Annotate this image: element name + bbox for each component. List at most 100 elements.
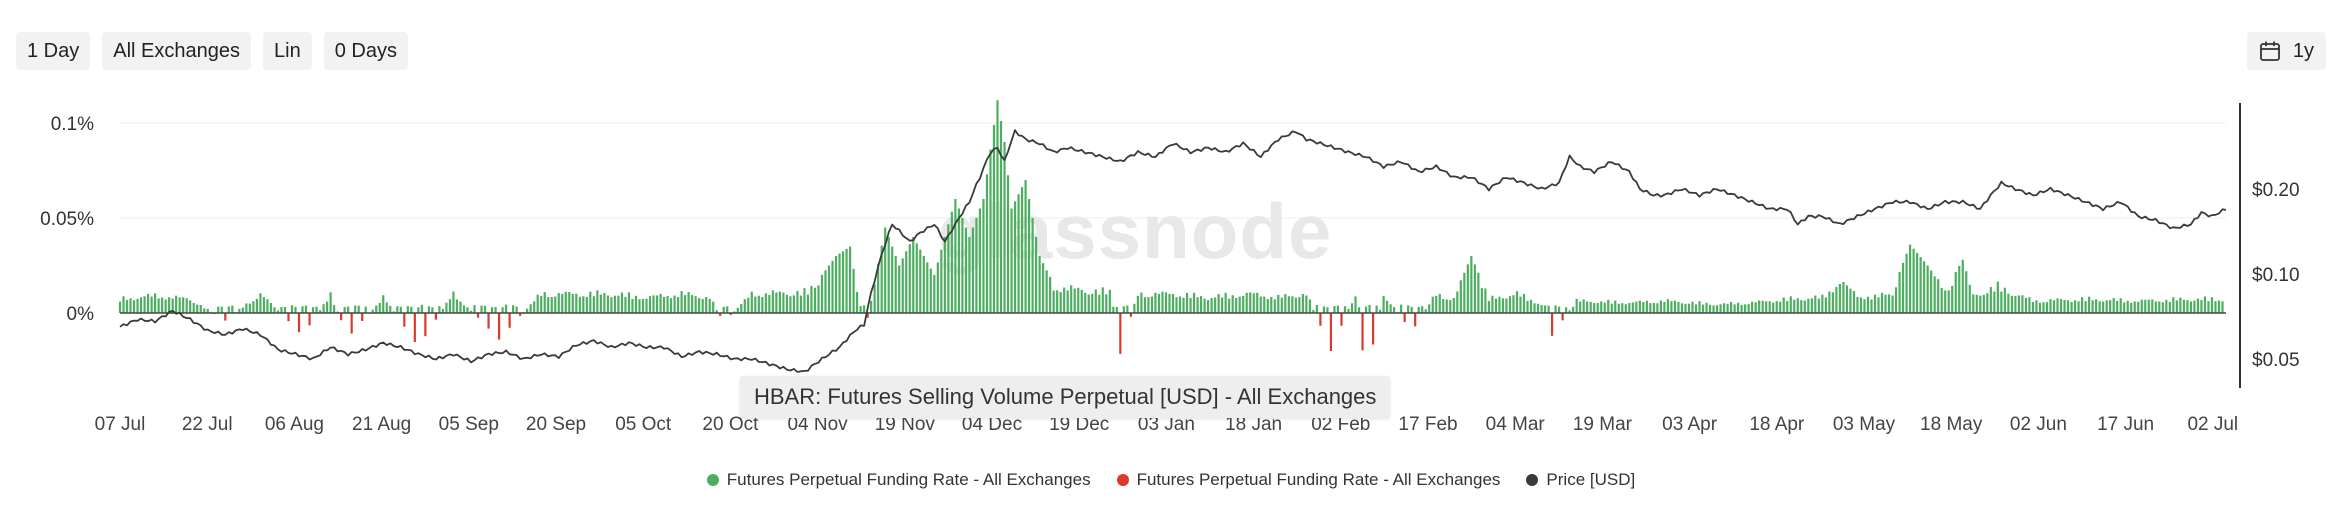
funding-bar-positive [2070, 301, 2073, 313]
funding-bar-positive [1203, 298, 1206, 313]
smoothing-button[interactable]: 0 Days [323, 32, 408, 70]
funding-bar-positive [2014, 295, 2017, 313]
funding-bar-positive [1600, 301, 1603, 313]
funding-bar-positive [961, 218, 964, 313]
x-tick-label: 20 Sep [526, 414, 586, 435]
funding-bar-positive [2007, 293, 2010, 313]
x-tick-label: 20 Oct [702, 414, 759, 435]
legend-item-funding-negative[interactable]: Futures Perpetual Funding Rate - All Exc… [1116, 470, 1501, 490]
funding-bar-positive [1965, 271, 1968, 313]
funding-bar-negative [350, 313, 353, 334]
funding-bar-positive [1901, 262, 1905, 313]
right-axis: $0.20 $0.10 $0.05 [2252, 180, 2300, 371]
funding-bar-negative [497, 313, 501, 340]
funding-bar-positive [617, 295, 620, 313]
funding-bar-positive [2210, 297, 2214, 313]
funding-bar-negative [224, 313, 227, 321]
funding-bar-positive [161, 297, 164, 313]
legend-item-funding-positive[interactable]: Futures Perpetual Funding Rate - All Exc… [706, 470, 1091, 490]
x-tick-label: 05 Sep [439, 414, 499, 435]
funding-bar-positive [982, 199, 985, 313]
funding-bar-positive [1357, 307, 1361, 313]
funding-bar-positive [856, 291, 859, 313]
funding-bar-positive [1989, 287, 1992, 313]
funding-bar-positive [2063, 299, 2066, 313]
funding-bar-positive [1393, 307, 1396, 313]
funding-bar-positive [1389, 304, 1392, 313]
funding-bar-positive [2207, 301, 2210, 313]
funding-bar-negative [340, 313, 343, 321]
funding-bar-positive [1259, 296, 1262, 313]
funding-bar-positive [2059, 299, 2063, 313]
exchange-button[interactable]: All Exchanges [102, 32, 251, 70]
funding-bar-negative [1340, 313, 1343, 326]
funding-bar-positive [325, 301, 329, 313]
funding-bar-positive [269, 302, 273, 313]
legend-label: Futures Perpetual Funding Rate - All Exc… [1136, 470, 1501, 489]
funding-bar-positive [1017, 194, 1020, 313]
funding-bar-positive [1228, 298, 1231, 313]
funding-bar-positive [1049, 276, 1052, 313]
funding-bar-positive [1740, 304, 1743, 313]
legend-swatch [1526, 474, 1539, 486]
funding-bar-positive [1589, 301, 1592, 313]
funding-bar-positive [1765, 301, 1768, 313]
funding-bar-positive [968, 237, 971, 313]
funding-bar-positive [1238, 296, 1241, 313]
funding-bar-positive [2066, 300, 2070, 313]
funding-bar-positive [775, 292, 778, 313]
funding-bar-positive [1596, 302, 1599, 313]
funding-bar-positive [1294, 297, 1297, 313]
funding-bar-positive [2091, 300, 2094, 313]
resolution-button[interactable]: 1 Day [16, 32, 91, 70]
funding-bar-positive [922, 256, 925, 313]
funding-bar-positive [929, 268, 932, 313]
scale-button[interactable]: Lin [263, 32, 312, 70]
funding-bar-positive [1666, 299, 1670, 313]
funding-bar-positive [1175, 297, 1178, 313]
funding-bar-positive [1505, 298, 1508, 313]
funding-bar-positive [1185, 292, 1189, 313]
funding-bar-positive [1621, 303, 1624, 313]
funding-bar-positive [571, 293, 574, 313]
funding-bar-positive [150, 296, 153, 313]
funding-bar-positive [894, 256, 897, 313]
funding-bar-positive [203, 308, 206, 313]
date-range-button[interactable]: 1y [2246, 32, 2326, 70]
funding-bar-positive [182, 297, 185, 313]
legend-item-price[interactable]: Price [USD] [1526, 470, 1635, 490]
funding-bar-positive [1487, 300, 1490, 313]
funding-bar-positive [1789, 296, 1792, 313]
funding-bar-positive [1698, 301, 1701, 313]
funding-bar-positive [1400, 304, 1403, 313]
funding-bar-positive [543, 292, 546, 313]
funding-bar-positive [1958, 265, 1961, 313]
funding-bar-positive [736, 307, 739, 313]
funding-bar-positive [1291, 296, 1294, 313]
funding-bar-positive [2052, 300, 2056, 313]
legend: Futures Perpetual Funding Rate - All Exc… [0, 470, 2342, 490]
funding-bar-positive [185, 298, 188, 313]
funding-bar-positive [750, 291, 753, 313]
funding-bar-positive [1164, 292, 1168, 313]
funding-bar-positive [1631, 302, 1634, 313]
funding-bar-positive [1091, 293, 1094, 313]
funding-bar-positive [1378, 309, 1382, 313]
funding-bar-positive [1308, 299, 1311, 313]
funding-bar-positive [1094, 289, 1097, 313]
funding-bar-positive [691, 295, 694, 313]
funding-bar-positive [845, 248, 848, 314]
funding-bar-positive [768, 294, 771, 313]
gridlines [120, 122, 2226, 219]
funding-bar-positive [708, 298, 711, 313]
funding-bar-positive [1445, 299, 1448, 313]
funding-bar-positive [1543, 305, 1547, 313]
funding-bar-positive [1937, 279, 1940, 313]
funding-bar-positive [627, 292, 631, 313]
funding-bar-negative [866, 313, 869, 318]
funding-bar-negative [476, 313, 480, 318]
funding-bar-positive [2158, 301, 2161, 313]
funding-bar-positive [2010, 295, 2013, 313]
funding-bar-positive [1533, 303, 1536, 313]
funding-bar-negative [308, 313, 311, 326]
